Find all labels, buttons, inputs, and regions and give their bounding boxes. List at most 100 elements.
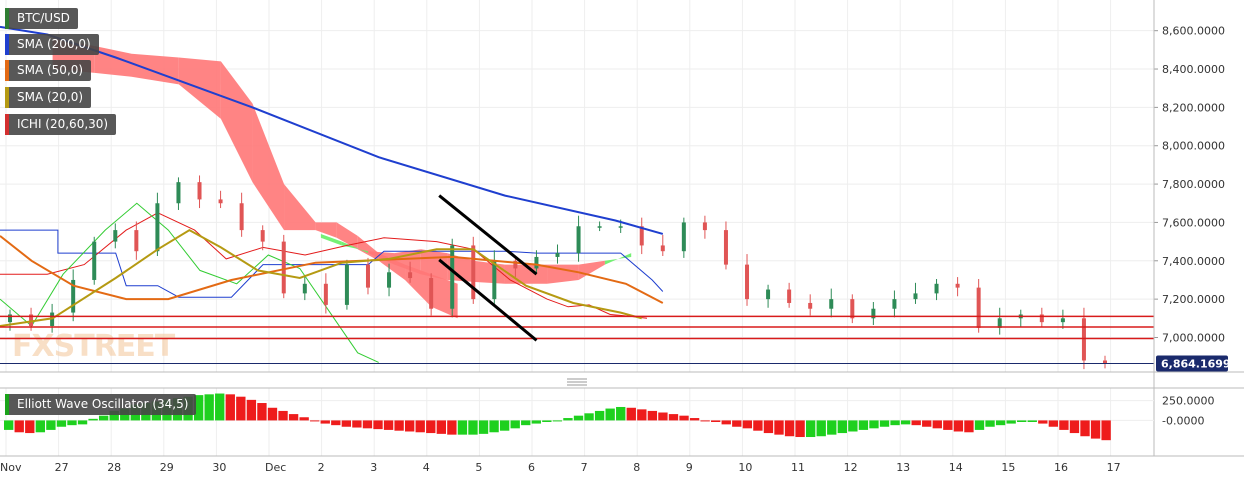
legend-btc[interactable]: BTC/USD [5, 8, 78, 29]
oscillator-bar [679, 415, 689, 421]
oscillator-bar [35, 420, 46, 433]
y-tick-label-7: 7,200.0000 [1162, 293, 1225, 306]
last-price-label: 6,864.1699 [1161, 358, 1231, 371]
oscillator-bar [711, 420, 721, 422]
legend-ichimoku[interactable]: ICHI (20,60,30) [5, 114, 117, 135]
candle-body [1039, 314, 1044, 323]
oscillator-bar [732, 420, 742, 427]
y-tick-label-3: 8,000.0000 [1162, 140, 1225, 153]
x-tick-label-13: 9 [686, 461, 693, 474]
oscillator-bar [774, 420, 784, 435]
sma20-line [0, 228, 642, 327]
oscillator-bar [1048, 420, 1059, 427]
oscillator-bar [394, 420, 404, 431]
oscillator-bar [299, 417, 309, 421]
oscillator-bar [985, 420, 995, 427]
legend-ichimoku-swatch [5, 114, 9, 135]
oscillator-bar [953, 420, 964, 432]
oscillator-bar [689, 418, 700, 421]
x-tick-label-20: 16 [1054, 461, 1068, 474]
oscillator-bar [1017, 420, 1027, 422]
oscillator-bar [837, 420, 847, 434]
x-tick-label-12: 8 [633, 461, 640, 474]
candle-body [597, 226, 602, 228]
oscillator-bar [1090, 420, 1101, 439]
cloud-segment [368, 251, 395, 265]
candle-body [134, 230, 139, 252]
candle-body [71, 279, 76, 313]
oscillator-bar [1038, 420, 1048, 424]
oscillator-bar [1080, 420, 1090, 437]
legend-sma20[interactable]: SMA (20,0) [5, 87, 92, 108]
candle-body [934, 283, 939, 294]
oscillator-bar [521, 420, 531, 426]
oscillator-bar [542, 420, 552, 422]
legend-ichimoku-label: ICHI (20,60,30) [17, 117, 109, 131]
y-tick-label-0: 8,600.0000 [1162, 25, 1225, 38]
candle-body [787, 289, 792, 303]
candle-body [913, 293, 918, 300]
candle-body [1081, 318, 1086, 361]
oscillator-bar [626, 407, 636, 421]
oscillator-bar [415, 420, 425, 433]
candle-body [850, 299, 855, 319]
candle-body [513, 260, 518, 269]
candle-body [323, 283, 328, 305]
candle-body [197, 182, 202, 200]
oscillator-bar [67, 420, 77, 426]
candle-body [387, 272, 392, 288]
legend-oscillator[interactable]: Elliott Wave Oscillator (34,5) [5, 394, 197, 415]
x-tick-label-7: 3 [370, 461, 377, 474]
oscillator-bar [890, 420, 900, 426]
candle-body [113, 230, 118, 242]
oscillator-bar [257, 403, 267, 421]
oscillator-bar [14, 420, 24, 433]
oscillator-bar [943, 420, 953, 430]
channel-line-1 [438, 258, 538, 342]
oscillator-bar [468, 420, 478, 435]
legend-sma200[interactable]: SMA (200,0) [5, 34, 99, 55]
legend-sma200-swatch [5, 34, 9, 55]
oscillator-bar [900, 420, 911, 425]
oscillator-bar [236, 396, 246, 421]
oscillator-bar [98, 415, 109, 421]
oscillator-bar [426, 420, 436, 434]
legend-sma50[interactable]: SMA (50,0) [5, 60, 92, 81]
candle-body [344, 264, 349, 305]
y-tick-label-6: 7,400.0000 [1162, 255, 1225, 268]
x-tick-label-8: 4 [423, 461, 430, 474]
candle-body [555, 253, 560, 257]
oscillator-bar [204, 394, 214, 421]
oscillator-bar [584, 413, 594, 421]
oscillator-bar [879, 420, 890, 427]
oscillator-bar [447, 420, 457, 435]
oscillator-bar [373, 420, 383, 430]
oscillator-bar [805, 420, 816, 438]
oscillator-bar [531, 420, 541, 424]
sma50-line [0, 235, 664, 304]
oscillator-bar [478, 420, 489, 434]
candle-body [8, 314, 12, 323]
legend-oscillator-label: Elliott Wave Oscillator (34,5) [17, 397, 189, 411]
cloud-segment [341, 241, 369, 254]
candle-body [176, 182, 181, 204]
oscillator-bar [320, 420, 330, 424]
candle-body [302, 283, 307, 294]
x-tick-label-17: 13 [896, 461, 910, 474]
candle-body [681, 222, 686, 252]
x-tick-label-10: 6 [528, 461, 535, 474]
x-tick-label-11: 7 [581, 461, 588, 474]
oscillator-bar [457, 420, 468, 435]
candle-body [997, 318, 1002, 328]
cloud-segment [547, 264, 579, 284]
candle-body [492, 260, 497, 300]
oscillator-bar [1006, 420, 1016, 424]
oscillator-bar [267, 407, 278, 421]
candle-body [239, 203, 244, 231]
oscillator-bar [46, 420, 56, 430]
oscillator-bar [404, 420, 415, 432]
oscillator-bar [56, 420, 67, 427]
legend-oscillator-swatch [5, 394, 9, 415]
candle-body [218, 199, 223, 204]
oscillator-bar [4, 420, 14, 430]
